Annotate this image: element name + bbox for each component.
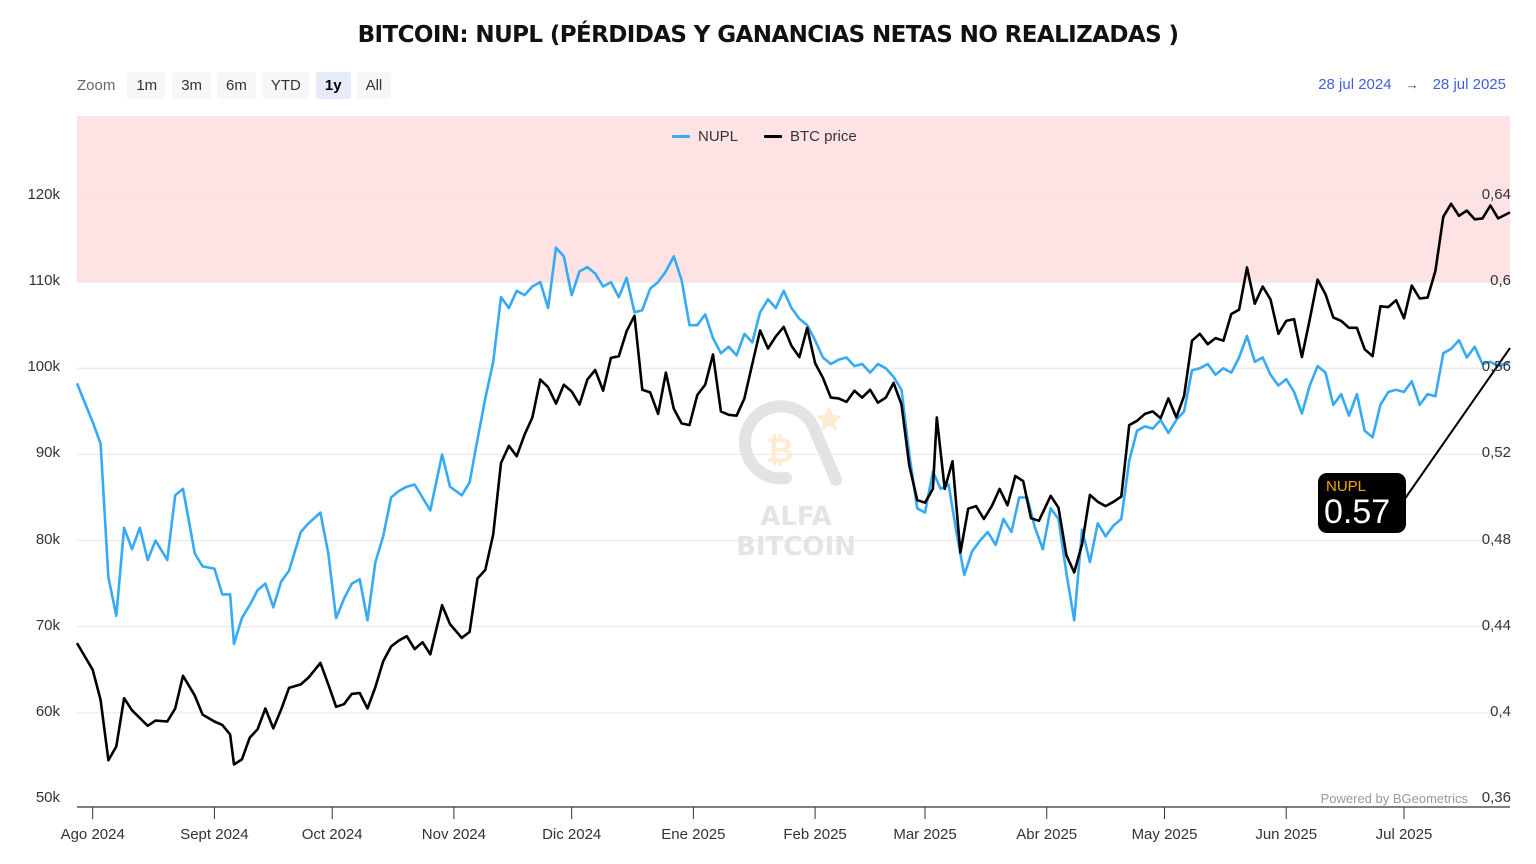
left-axis-tick-label: 120k [27,186,60,203]
zoom-button-all[interactable]: All [356,72,392,99]
left-axis-tick-label: 110k [28,272,60,290]
legend-item-nupl[interactable]: NUPL [672,128,738,145]
left-axis-tick-label: 90k [35,444,60,462]
right-axis-tick-label: 0,4 [1490,702,1511,720]
zoom-button-3m[interactable]: 3m [172,72,212,99]
nupl-swatch-icon [672,135,690,138]
x-axis-tick-label: Dic 2024 [542,826,602,843]
right-axis-tick-label: 0,44 [1481,616,1511,634]
chart-title: BITCOIN: NUPL (PÉRDIDAS Y GANANCIAS NETA… [357,22,1179,48]
left-axis-tick-label: 80k [35,530,60,548]
range-arrow-icon: → [1405,77,1419,92]
date-range: 28 jul 2024 → 28 jul 2025 [1318,76,1506,93]
x-axis [77,806,1510,819]
legend-item-btc-price[interactable]: BTC price [764,128,857,145]
x-axis-tick-label: Mar 2025 [893,826,957,843]
btc-price-line[interactable] [75,202,1511,766]
x-axis-tick-label: Sept 2024 [180,826,249,843]
zoom-label: Zoom [77,77,116,94]
zoom-button-ytd[interactable]: YTD [261,72,310,99]
credits-link[interactable]: Powered by BGeometrics [1320,791,1468,806]
x-axis-tick-label: May 2025 [1131,826,1198,843]
left-axis-tick-label: 50k [35,789,60,806]
x-axis-tick-label: Oct 2024 [301,826,363,843]
left-axis-tick-label: 60k [35,702,60,720]
range-from-input[interactable]: 28 jul 2024 [1318,76,1392,93]
zoom-selector: Zoom 1m 3m 6m YTD 1y All [77,72,392,99]
right-axis-tick-label: 0,52 [1481,444,1511,462]
badge-pointer-line [1403,347,1511,501]
left-axis-tick-label: 70k [35,616,60,634]
zoom-button-6m[interactable]: 6m [217,72,256,99]
left-axis-tick-label: 100k [27,358,60,376]
x-axis-tick-label: Ene 2025 [661,826,726,843]
zoom-button-1y[interactable]: 1y [315,72,351,99]
right-axis-tick-label: 0,56 [1481,358,1511,376]
nupl-value-badge: NUPL 0.57 [1318,473,1406,533]
legend-label-btc-price: BTC price [790,128,857,145]
zoom-button-1m[interactable]: 1m [127,72,167,99]
x-axis-tick-label: Jul 2025 [1375,826,1433,843]
badge-label: NUPL [1326,478,1367,495]
gridlines [77,195,1510,714]
right-axis-tick-label: 0,36 [1481,789,1511,806]
legend-label-nupl: NUPL [698,128,739,145]
btc-swatch-icon [764,135,783,138]
right-axis-tick-label: 0,6 [1490,272,1511,290]
right-axis-tick-label: 0,48 [1481,530,1511,548]
x-axis-tick-label: Jun 2025 [1255,826,1318,843]
badge-value: 0.57 [1324,493,1391,531]
range-to-input[interactable]: 28 jul 2025 [1432,76,1506,93]
x-axis-tick-label: Abr 2025 [1016,826,1078,843]
x-axis-tick-label: Nov 2024 [421,826,486,843]
nupl-line[interactable] [75,246,1511,646]
x-axis-tick-label: Feb 2025 [783,826,847,843]
legend: NUPL BTC price [672,128,857,145]
right-axis-tick-label: 0,64 [1481,186,1511,203]
greed-zone-band [77,116,1510,283]
x-axis-tick-label: Ago 2024 [60,826,125,843]
